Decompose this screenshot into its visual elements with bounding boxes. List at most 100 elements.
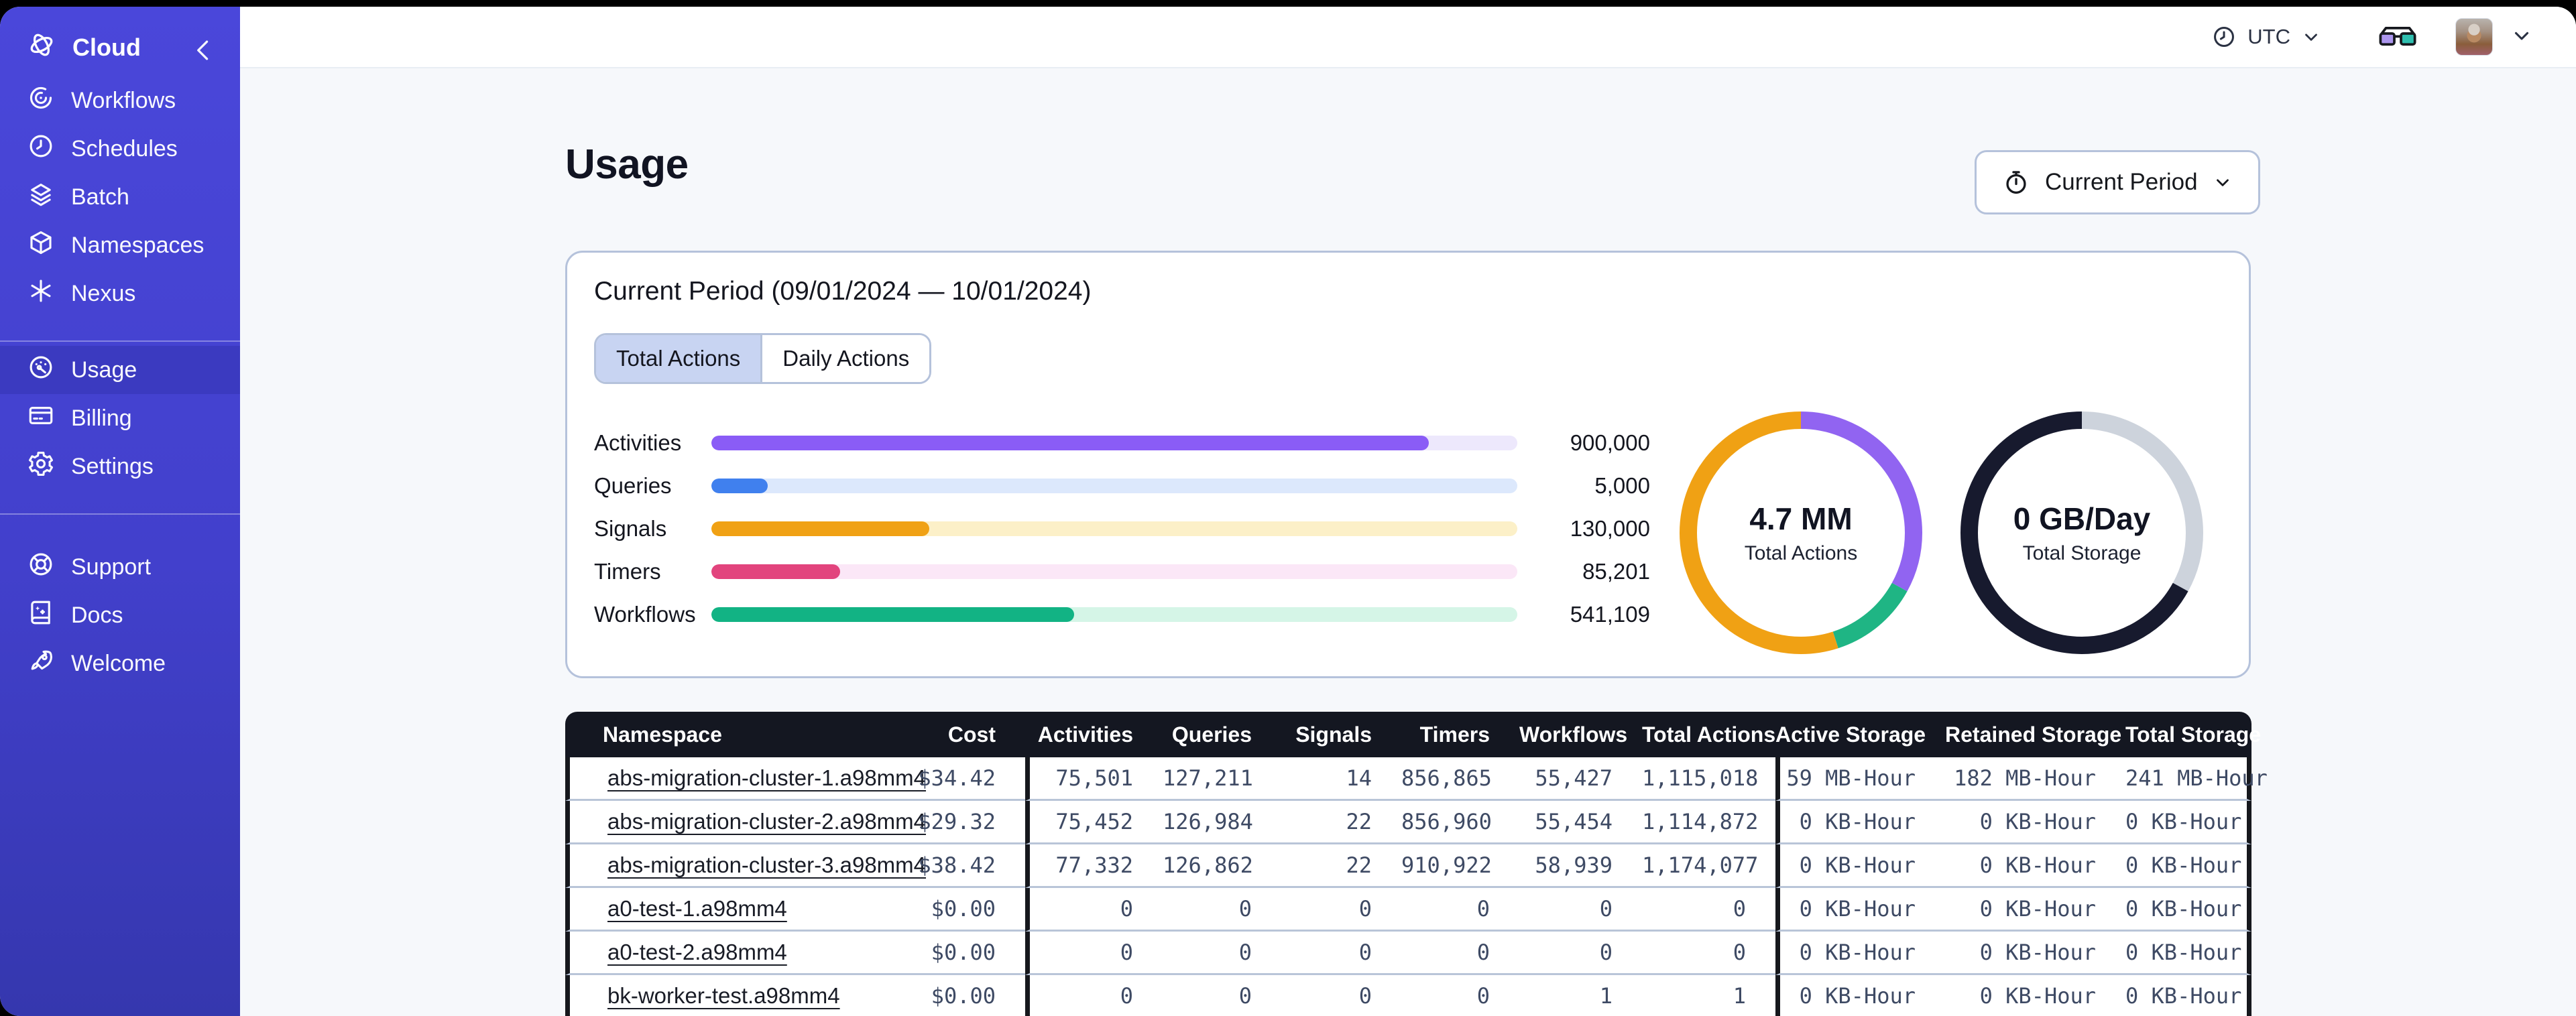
col-header-queries: Queries xyxy=(1163,712,1281,757)
sidebar-item-batch[interactable]: Batch xyxy=(0,173,240,221)
bar-row-timers: Timers 85,201 xyxy=(594,550,1650,593)
glasses-icon[interactable] xyxy=(2378,24,2418,50)
main-content: Usage Current Period Current Period (09/… xyxy=(240,68,2576,1016)
timers-cell: 856,960 xyxy=(1401,801,1519,844)
workflows-bar-value: 541,109 xyxy=(1570,602,1650,627)
workflows-cell: 55,427 xyxy=(1519,757,1642,801)
cost-cell: $0.00 xyxy=(900,975,1025,1016)
active-storage-cell: 0 KB-Hour xyxy=(1775,844,1945,888)
total-storage-donut: 0 GB/Day Total Storage xyxy=(1949,400,2215,665)
workflows-cell: 0 xyxy=(1519,932,1642,975)
total-storage-label: Total Storage xyxy=(2022,542,2142,564)
sidebar-item-usage[interactable]: Usage xyxy=(0,346,240,394)
cost-cell: $34.42 xyxy=(900,757,1025,801)
sidebar-nav-main: Workflows Schedules Batch Namespaces Nexus xyxy=(0,76,240,318)
total-actions-label: Total Actions xyxy=(1744,542,1858,564)
total-actions-cell: 0 xyxy=(1642,888,1775,932)
sidebar-item-support[interactable]: Support xyxy=(0,543,240,591)
activities-cell: 77,332 xyxy=(1025,844,1163,888)
total-actions-cell: 1 xyxy=(1642,975,1775,1016)
col-header-cost: Cost xyxy=(900,712,1025,757)
namespace-link[interactable]: abs-migration-cluster-1.a98mm4 xyxy=(607,765,927,790)
bar-row-signals: Signals 130,000 xyxy=(594,507,1650,550)
stopwatch-icon xyxy=(2006,171,2026,194)
activities-cell: 75,452 xyxy=(1025,801,1163,844)
total-actions-cell: 1,174,077 xyxy=(1642,844,1775,888)
namespace-link[interactable]: abs-migration-cluster-2.a98mm4 xyxy=(607,809,927,834)
queries-bar-track xyxy=(711,479,1517,493)
chevron-down-icon xyxy=(2305,34,2317,41)
timezone-selector[interactable]: UTC xyxy=(2211,24,2321,50)
timers-bar-track xyxy=(711,564,1517,579)
sidebar-nav-footer: Support Docs Welcome xyxy=(0,543,240,688)
total-storage-cell: 0 KB-Hour xyxy=(2125,801,2251,844)
total-storage-cell: 241 MB-Hour xyxy=(2125,757,2268,801)
sidebar-item-label: Billing xyxy=(71,405,132,431)
activities-bar-fill xyxy=(711,436,1429,450)
total-storage-cell: 0 KB-Hour xyxy=(2125,932,2251,975)
total-storage-cell: 0 KB-Hour xyxy=(2125,888,2251,932)
signals-cell: 14 xyxy=(1281,757,1401,801)
signals-bar-fill xyxy=(711,521,929,536)
table-row: abs-migration-cluster-3.a98mm4 $38.42 77,3… xyxy=(565,844,2251,888)
sidebar-item-nexus[interactable]: Nexus xyxy=(0,269,240,318)
queries-cell: 126,862 xyxy=(1163,844,1281,888)
temporal-logo-icon xyxy=(27,30,56,66)
brand-label: Cloud xyxy=(72,34,141,61)
cost-cell: $38.42 xyxy=(900,844,1025,888)
namespace-link[interactable]: a0-test-2.a98mm4 xyxy=(607,940,787,964)
namespace-link[interactable]: abs-migration-cluster-3.a98mm4 xyxy=(607,852,927,877)
tab-total-actions[interactable]: Total Actions xyxy=(596,335,761,382)
usage-icon xyxy=(27,353,55,387)
sidebar-item-schedules[interactable]: Schedules xyxy=(0,125,240,173)
sidebar-item-label: Settings xyxy=(71,453,154,479)
signals-cell: 22 xyxy=(1281,801,1401,844)
period-selector-button[interactable]: Current Period xyxy=(1975,150,2260,214)
topbar: UTC xyxy=(240,7,2576,68)
namespace-cell: a0-test-1.a98mm4 xyxy=(565,888,900,932)
sidebar-item-namespaces[interactable]: Namespaces xyxy=(0,221,240,269)
chevron-left-icon[interactable] xyxy=(189,36,213,60)
queries-cell: 126,984 xyxy=(1163,801,1281,844)
sidebar-item-welcome[interactable]: Welcome xyxy=(0,639,240,688)
namespace-cell: bk-worker-test.a98mm4 xyxy=(565,975,900,1016)
cost-cell: $0.00 xyxy=(900,932,1025,975)
total-actions-cell: 1,115,018 xyxy=(1642,757,1775,801)
sidebar-brand[interactable]: Cloud xyxy=(0,24,240,71)
table-header: Namespace Cost Activities Queries Signals Tim… xyxy=(565,712,2261,757)
sidebar-item-billing[interactable]: Billing xyxy=(0,394,240,442)
activities-cell: 0 xyxy=(1025,975,1163,1016)
queries-bar-fill xyxy=(711,479,768,493)
sidebar-item-label: Support xyxy=(71,554,152,580)
namespace-cell: abs-migration-cluster-2.a98mm4 xyxy=(565,801,926,844)
queries-bar-label: Queries xyxy=(594,473,672,498)
settings-icon xyxy=(27,450,55,484)
billing-icon xyxy=(27,401,55,436)
donut-segment-signals xyxy=(1680,411,1922,654)
signals-cell: 0 xyxy=(1281,975,1401,1016)
namespace-link[interactable]: a0-test-1.a98mm4 xyxy=(607,896,787,921)
sidebar-item-docs[interactable]: Docs xyxy=(0,591,240,639)
total-storage-cell: 0 KB-Hour xyxy=(2125,844,2251,888)
sidebar: Cloud Workflows Schedules Batch Namespaces N… xyxy=(0,7,240,1016)
avatar[interactable] xyxy=(2455,18,2493,56)
workflows-cell: 1 xyxy=(1519,975,1642,1016)
namespace-cell: a0-test-2.a98mm4 xyxy=(565,932,900,975)
nexus-icon xyxy=(27,277,55,311)
sidebar-item-settings[interactable]: Settings xyxy=(0,442,240,491)
cost-cell: $0.00 xyxy=(900,888,1025,932)
namespace-link[interactable]: bk-worker-test.a98mm4 xyxy=(607,983,840,1008)
col-header-namespace: Namespace xyxy=(565,712,900,757)
active-storage-cell: 0 KB-Hour xyxy=(1775,932,1945,975)
tab-daily-actions[interactable]: Daily Actions xyxy=(760,335,930,382)
total-actions-cell: 1,114,872 xyxy=(1642,801,1775,844)
col-header-activities: Activities xyxy=(1025,712,1163,757)
activities-bar-value: 900,000 xyxy=(1570,430,1650,455)
activities-cell: 75,501 xyxy=(1025,757,1163,801)
bar-row-workflows: Workflows 541,109 xyxy=(594,593,1650,636)
timezone-label: UTC xyxy=(2247,25,2290,48)
table-row: a0-test-2.a98mm4 $0.00 0 0 0 0 0 0 0 KB-Hour 0 KB… xyxy=(565,932,2251,975)
user-menu-chevron-down-icon[interactable] xyxy=(2510,24,2533,50)
retained-storage-cell: 0 KB-Hour xyxy=(1945,888,2125,932)
sidebar-item-workflows[interactable]: Workflows xyxy=(0,76,240,125)
